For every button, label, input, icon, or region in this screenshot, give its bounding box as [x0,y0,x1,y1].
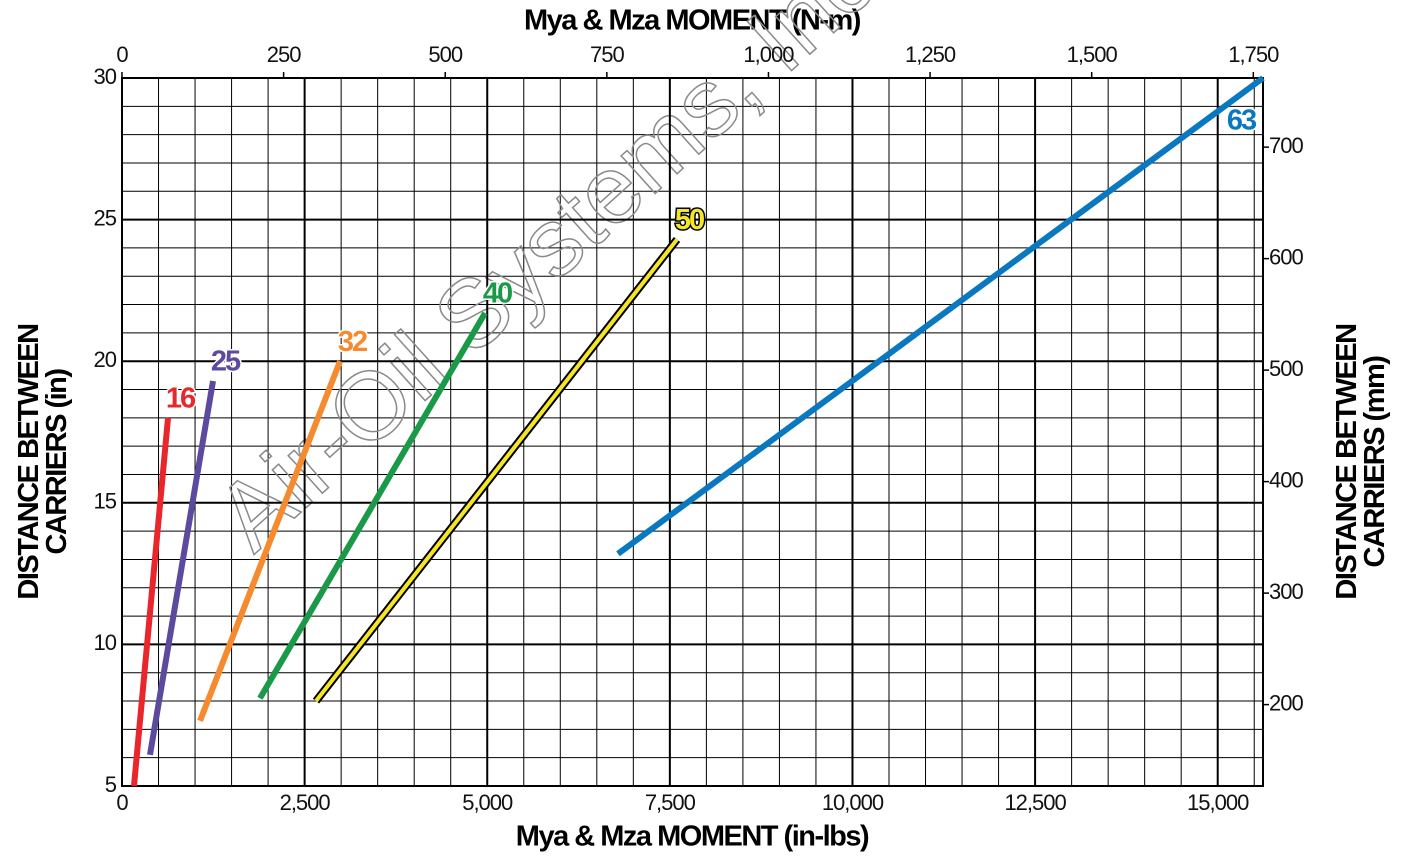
series-line [147,380,216,756]
x2-tick-label: 1,750 [1228,42,1279,67]
series-line [197,360,343,722]
x-axis-title: Mya & Mza MOMENT (in-lbs) [516,821,869,853]
series-line [314,238,679,703]
series-label: 40 [483,278,512,310]
x2-tick-label: 0 [116,42,128,67]
y-tick-label: 25 [94,205,117,230]
x2-tick-label: 500 [428,42,462,67]
y-tick-label: 20 [94,347,117,372]
series-label: 63 [1227,105,1257,137]
y2-tick-label: 600 [1269,244,1303,269]
y2-tick-label: 300 [1269,579,1303,604]
y-tick-label: 15 [94,489,117,514]
y2-tick-label: 400 [1269,467,1303,492]
series-line [616,75,1265,557]
y2-axis-title-line: DISTANCE BETWEEN [1331,324,1363,599]
y2-tick-label: 500 [1269,356,1303,381]
x-tick-label: 10,000 [822,790,884,815]
y2-tick-label: 200 [1269,690,1303,715]
series-label: 16 [166,382,196,414]
y-tick-label: 5 [105,772,117,797]
y-axis-title-line: DISTANCE BETWEEN [13,324,45,599]
x2-tick-label: 1,000 [743,42,794,67]
plot-frame [121,77,1264,787]
y2-tick-label: 700 [1269,133,1303,158]
y-axis-title: DISTANCE BETWEENCARRIERS (in) [13,324,73,599]
y-axis-title-line: CARRIERS (in) [41,369,73,555]
series-line [130,417,172,787]
series-label: 50 [675,204,704,236]
x-tick-label: 0 [116,790,128,815]
y2-axis-title-line: CARRIERS (mm) [1359,356,1391,568]
x-tick-label: 7,500 [645,790,696,815]
y-tick-label: 30 [94,64,117,89]
y2-axis-title: DISTANCE BETWEENCARRIERS (mm) [1331,324,1391,599]
x-tick-label: 2,500 [280,790,331,815]
series-label: 32 [338,326,367,358]
series-label: 25 [211,346,241,378]
series-line [257,311,488,700]
x-tick-label: 15,000 [1187,790,1249,815]
x-tick-label: 5,000 [462,790,513,815]
x2-tick-label: 1,500 [1067,42,1118,67]
x2-tick-label: 1,250 [905,42,956,67]
x2-axis-title: Mya & Mza MOMENT (N-m) [524,5,861,37]
x2-tick-label: 250 [267,42,301,67]
x-tick-label: 12,500 [1004,790,1066,815]
x2-tick-label: 750 [590,42,624,67]
y-tick-label: 10 [94,630,117,655]
